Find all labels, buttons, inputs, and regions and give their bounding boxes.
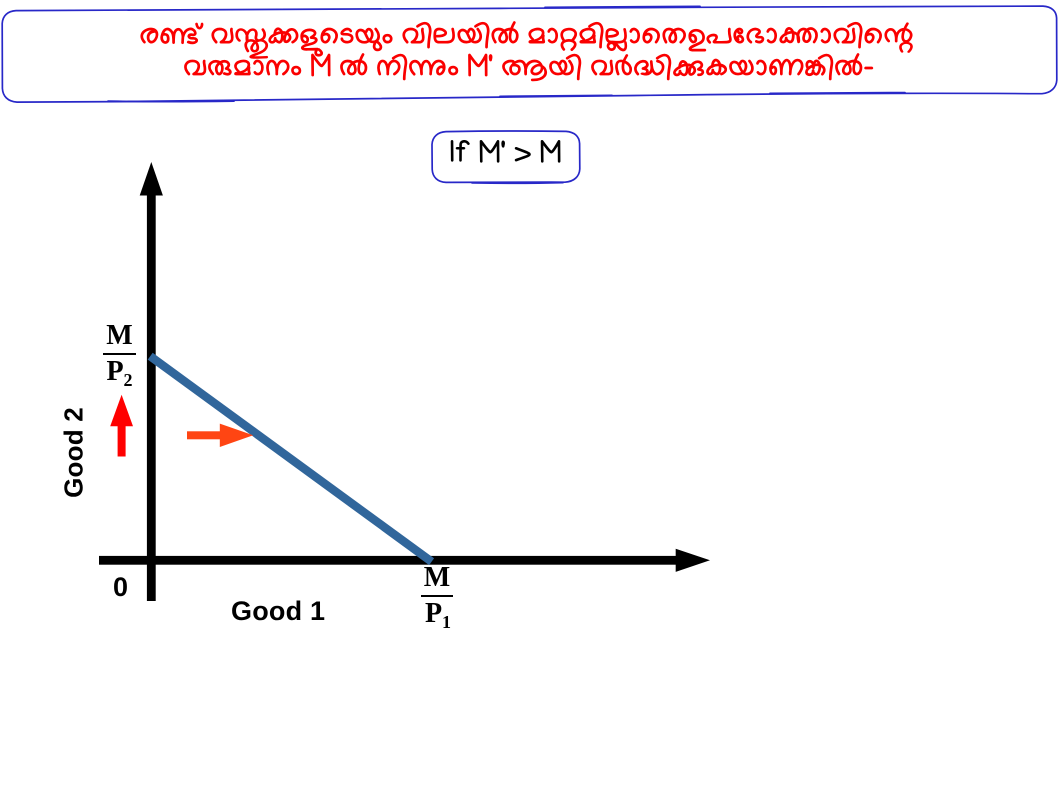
title-box-border	[1, 5, 1058, 103]
y-intercept-numerator: M	[106, 320, 133, 351]
x-intercept-denominator: P1	[424, 598, 452, 633]
condition-text-path	[450, 139, 560, 162]
axes	[99, 162, 710, 601]
y-axis-arrowhead	[139, 162, 163, 196]
x-intercept-fraction-bar	[421, 595, 453, 598]
x-axis-line	[99, 555, 677, 565]
title-line1-path	[139, 21, 912, 58]
y-axis-label: Good 2	[58, 407, 89, 498]
x-axis-arrowhead	[675, 548, 710, 572]
origin-label: 0	[113, 572, 129, 602]
x-intercept-numerator: M	[423, 562, 451, 593]
y-axis-line	[146, 193, 156, 601]
income-up-arrow	[110, 394, 133, 457]
budget-line	[147, 352, 435, 566]
title-line2-path	[183, 53, 873, 81]
y-intercept-label: M P2	[103, 320, 136, 391]
y-intercept-denominator: P2	[106, 356, 133, 391]
x-axis-label: Good 1	[231, 596, 326, 626]
condition-box-border	[431, 130, 581, 185]
y-intercept-fraction-bar	[103, 353, 136, 356]
budget-shift-arrow	[187, 423, 254, 447]
x-intercept-label: M P1	[421, 562, 453, 633]
